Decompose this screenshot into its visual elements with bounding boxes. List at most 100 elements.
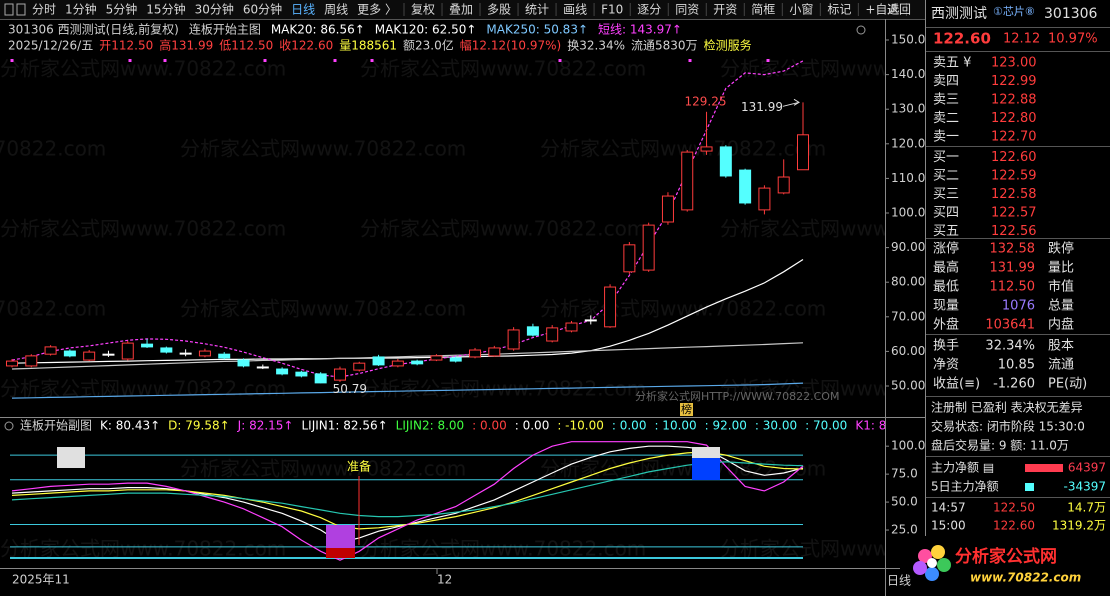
toolbar-icon[interactable]	[16, 3, 26, 16]
y-tick-label: 75.0	[891, 467, 918, 481]
toolbar-button[interactable]: 标记	[827, 3, 851, 17]
info-text: 短线: 143.97↑	[598, 23, 682, 37]
ma-line	[11, 258, 804, 364]
toolbar-button[interactable]: F10	[601, 3, 623, 17]
toolbar-button[interactable]: 60分钟	[243, 2, 282, 17]
toolbar-button[interactable]: 30分钟	[195, 2, 234, 17]
toolbar-button[interactable]: 同资	[675, 3, 699, 17]
book-price: 122.56	[991, 224, 1037, 239]
ma-line	[11, 342, 804, 370]
candle-body	[198, 350, 211, 357]
book-label: 买三	[933, 187, 959, 202]
info-text: 幅12.12(10.97%)	[460, 38, 561, 53]
candle-body	[179, 352, 192, 355]
toolbar-button[interactable]: 叠加	[449, 3, 473, 17]
signal-block	[692, 458, 720, 480]
candle-body	[391, 360, 404, 367]
toolbar-button[interactable]: +自选	[865, 3, 899, 17]
signal-dot	[370, 59, 374, 62]
candle-body	[295, 371, 308, 377]
settings-icon[interactable]	[4, 421, 14, 431]
toolbar-button[interactable]: 复权	[411, 3, 435, 17]
stat-value: 1076	[1002, 299, 1035, 314]
logo-url: www.70822.com	[970, 571, 1081, 585]
info-text: 301306 西测测试(日线,前复权)	[8, 22, 179, 37]
stat-label: 流通	[1048, 358, 1074, 373]
book-price: 122.60	[991, 150, 1037, 165]
toolbar-button[interactable]: 周线	[324, 3, 348, 17]
info-text: MAK120: 62.50↑	[375, 23, 477, 37]
info-text: 额23.0亿	[403, 38, 454, 53]
watermark-text: 分析家公式网HTTP://WWW.70822.COM	[635, 389, 839, 403]
toolbar-button[interactable]: 开资	[713, 3, 737, 17]
plot	[10, 441, 804, 561]
book-label: 卖三	[933, 93, 959, 108]
tick-amount: 1319.2万	[1052, 519, 1106, 533]
candle-body	[160, 347, 173, 353]
stat-label: PE(动)	[1048, 377, 1087, 392]
toolbar-button[interactable]: 日线	[291, 3, 315, 17]
book-price: 122.99	[991, 74, 1037, 89]
signal-dot	[558, 59, 562, 62]
toolbar-button[interactable]: 多股	[487, 3, 511, 17]
candle-body	[25, 355, 38, 367]
watermark: 分析家公式网www.70822.com	[720, 537, 1006, 561]
candle-body	[604, 286, 617, 328]
toolbar-button[interactable]: 统计	[525, 3, 549, 17]
toolbar-button[interactable]: 简框	[751, 3, 775, 17]
info-text: : -10.00	[557, 419, 604, 433]
toolbar-button[interactable]: 返回	[887, 3, 911, 17]
info-text: LIJIN1: 82.56↑	[301, 419, 387, 433]
toolbar-button[interactable]: 更多 〉	[357, 3, 397, 17]
quote-panel: 西测测试 ①芯片⑧ 301306 122.60 12.12 10.97% 卖五 ¥ 123.0…	[926, 4, 1110, 533]
toolbar-button[interactable]: 分时	[32, 3, 56, 17]
info-text: 连板开始主图	[189, 22, 261, 37]
toolbar-button[interactable]: 画线	[563, 3, 587, 17]
stock-name: 西测测试	[931, 6, 987, 22]
candle-body	[256, 366, 269, 369]
stat-label: 外盘	[933, 317, 959, 333]
toolbar-icon[interactable]	[4, 3, 14, 16]
candle-body	[141, 343, 154, 348]
candle-body	[681, 151, 694, 211]
signal-block	[57, 447, 85, 468]
settings-icon[interactable]	[856, 25, 866, 35]
signal-dot	[333, 59, 337, 62]
plot	[6, 60, 809, 399]
last-price: 122.60	[933, 30, 991, 48]
info-text: 开112.50	[99, 39, 153, 53]
watermark: 分析家公式网www.70822.com	[720, 377, 1006, 401]
info-text: : 0.00	[612, 419, 647, 433]
book-label: 买一	[933, 150, 959, 165]
stock-tag: ①芯片⑧	[993, 4, 1035, 18]
annotation-arrow	[782, 98, 800, 107]
candle-body	[276, 368, 289, 375]
candle-body	[218, 353, 231, 359]
candle-body	[623, 244, 636, 273]
stat-label: 收益(≡)	[933, 377, 980, 392]
flow-label: 5日主力净额	[931, 480, 999, 494]
info-text: LIJIN2: 8.00	[396, 419, 465, 433]
info-text: : 0.00	[472, 419, 507, 433]
watermark: 分析家公式网www.70822.com	[540, 297, 826, 321]
flow-label: 主力净额 ▤	[931, 461, 994, 475]
stat-value: 103641	[985, 318, 1035, 333]
annotation: 131.99	[741, 100, 783, 114]
toolbar-button[interactable]: 小窗	[789, 3, 813, 17]
toolbar-button[interactable]: 逐分	[637, 3, 661, 17]
toolbar-button[interactable]: 1分钟	[65, 2, 97, 17]
toolbar-button[interactable]: 5分钟	[106, 2, 138, 17]
stat-label: 总量	[1048, 299, 1074, 314]
tick-time: 14:57	[931, 501, 966, 515]
watermark: 分析家公式网www.70822.com	[360, 217, 646, 241]
stat-label: 涨停	[933, 241, 959, 257]
period-label[interactable]: 日线	[887, 574, 911, 588]
tick-price: 122.60	[993, 519, 1035, 533]
watermark: 分析家公式网www.70822.com	[180, 457, 466, 481]
info-text: 检测服务	[704, 38, 752, 53]
status-note: 盘后交易量: 9 额: 11.0万	[931, 438, 1069, 453]
stat-value: 112.50	[990, 280, 1036, 295]
toolbar-button[interactable]: 15分钟	[146, 2, 185, 17]
info-text: 低112.50	[219, 39, 273, 53]
